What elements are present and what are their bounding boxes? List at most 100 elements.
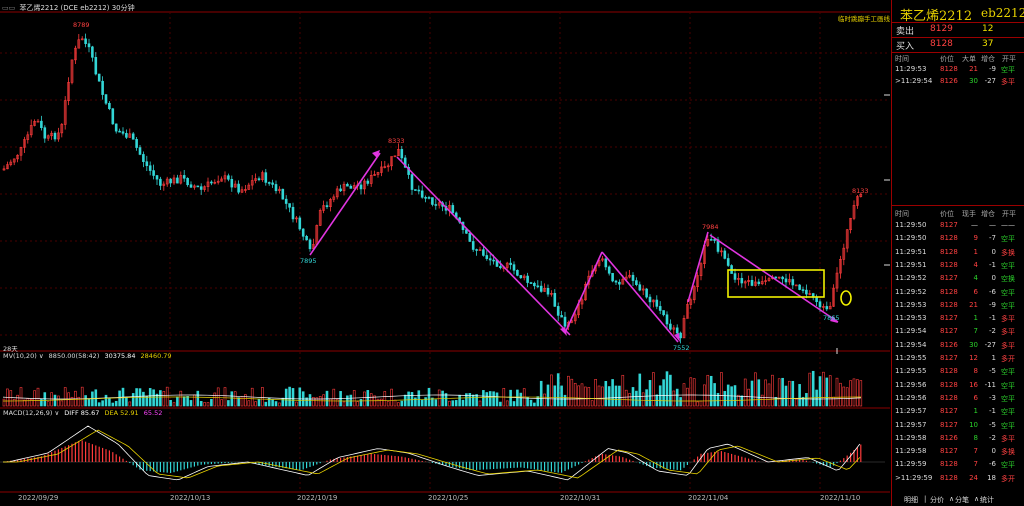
volume-bar xyxy=(329,398,332,407)
volume-bar xyxy=(614,385,618,407)
tab-details[interactable]: 明细 xyxy=(904,496,918,504)
volume-bar xyxy=(383,391,387,407)
volume-bar xyxy=(512,401,516,407)
volume-bar xyxy=(349,394,353,407)
candle-body xyxy=(760,281,764,285)
tick-row[interactable]: >11:29:59 8128 24 18 多开 xyxy=(892,474,1024,485)
candle-body xyxy=(278,188,281,192)
volume-bar xyxy=(767,383,771,407)
window-menu-icon[interactable]: ▭▭ xyxy=(2,4,16,12)
tick-row[interactable]: 11:29:52 8128 6 -6 空平 xyxy=(892,288,1024,299)
candle-body xyxy=(393,155,397,158)
candle-body xyxy=(230,178,234,188)
tick-time: 11:29:54 xyxy=(895,327,927,336)
candle-body xyxy=(199,186,203,190)
bid-row[interactable]: 买入 8128 37 xyxy=(892,39,1024,53)
volume-bar xyxy=(60,400,64,407)
volume-bar xyxy=(312,397,315,407)
candle-body xyxy=(267,182,271,184)
candle-body xyxy=(512,264,516,271)
tick-row[interactable]: 11:29:58 8126 8 -2 多平 xyxy=(892,434,1024,445)
tick-row[interactable]: 11:29:50 8127— — —— xyxy=(892,221,1024,232)
volume-bar xyxy=(747,388,750,407)
tick-row[interactable]: 11:29:56 8128 16 -11 空平 xyxy=(892,381,1024,392)
tick-row[interactable]: 11:29:54 8126 30 -27 多平 xyxy=(892,341,1024,352)
volume-bar xyxy=(288,386,291,407)
tick-row[interactable]: 11:29:57 8127 1 -1 空平 xyxy=(892,407,1024,418)
tick-qty: 1 xyxy=(973,314,978,323)
macd-diff: DIFF 85.67 xyxy=(64,409,100,417)
volume-bar xyxy=(461,399,465,407)
candle-body xyxy=(692,286,696,301)
tick-row[interactable]: 11:29:52 8127 4 0 空换 xyxy=(892,274,1024,285)
kline-chart[interactable] xyxy=(0,0,890,506)
volume-bar xyxy=(590,400,594,407)
x-axis-label: 2022/10/25 xyxy=(428,494,469,502)
volume-bar xyxy=(295,401,298,407)
tick-row[interactable]: 11:29:54 8127 7 -2 多平 xyxy=(892,327,1024,338)
candle-body xyxy=(522,275,526,279)
tab-price-dist[interactable]: 分价 xyxy=(930,496,944,504)
candle-body xyxy=(193,185,196,188)
candle-body xyxy=(288,203,291,208)
tick-type: 空平 xyxy=(1001,461,1015,470)
chart-title-bar: ▭▭ 苯乙烯2212 (DCE eb2212) 30分钟 xyxy=(2,3,135,13)
candle-body xyxy=(658,306,662,311)
candle-body xyxy=(849,218,852,231)
volume-bar xyxy=(458,394,461,407)
tick-row[interactable]: 11:29:51 8128 4 -1 空平 xyxy=(892,261,1024,272)
tick-row[interactable]: 11:29:55 8127 12 1 多开 xyxy=(892,354,1024,365)
volume-bar xyxy=(849,380,852,407)
volume-bar xyxy=(291,388,295,407)
tick-type: 多开 xyxy=(1001,355,1015,363)
tick-type: 多平 xyxy=(1001,328,1015,337)
volume-bar xyxy=(87,398,91,407)
candle-body xyxy=(70,59,74,83)
tick-row[interactable]: 11:29:50 8128 9 -7 空平 xyxy=(892,234,1024,245)
tick-price: 8127 xyxy=(940,274,958,283)
tick-row[interactable]: 11:29:58 8127 7 0 多换 xyxy=(892,447,1024,458)
tick-qty: 7 xyxy=(973,327,978,336)
tick-time: 11:29:50 xyxy=(895,234,927,243)
tick-row[interactable]: 11:29:53 8128 21 -9 空平 xyxy=(892,65,1024,76)
tick-oi: 0 xyxy=(991,274,996,283)
tick-qty: 12 xyxy=(969,354,978,362)
draw-line-tool-label[interactable]: 临时跳蹦手工画线 xyxy=(838,15,890,23)
tick-row[interactable]: 11:29:56 8128 6 -3 空平 xyxy=(892,394,1024,405)
candle-body xyxy=(403,157,407,168)
tick-row[interactable]: 11:29:57 8127 10 -5 空平 xyxy=(892,421,1024,432)
candle-body xyxy=(223,175,227,180)
volume-bar xyxy=(298,387,302,407)
candle-body xyxy=(747,280,750,283)
candle-body xyxy=(57,132,60,140)
volume-bar xyxy=(798,384,801,407)
tick-row[interactable]: 11:29:53 8127 1 -1 多平 xyxy=(892,314,1024,325)
candle-body xyxy=(427,197,431,199)
candle-body xyxy=(546,287,550,295)
candle-body xyxy=(43,127,47,139)
tab-ticks[interactable]: 分笔 xyxy=(955,496,969,504)
ask-row[interactable]: 卖出 8129 12 xyxy=(892,24,1024,38)
tick-price: 8128 xyxy=(940,234,958,243)
tick-type: 空平 xyxy=(1001,394,1015,403)
volume-bar xyxy=(233,391,237,407)
candle-body xyxy=(539,285,543,292)
kline-chart-area[interactable]: ▭▭ 苯乙烯2212 (DCE eb2212) 30分钟 临时跳蹦手工画线 28… xyxy=(0,0,890,506)
volume-bar xyxy=(322,394,325,407)
chart-period[interactable]: 30分钟 xyxy=(111,4,135,12)
tick-type: 空平 xyxy=(1001,368,1015,377)
days-label: 28天 xyxy=(3,345,18,353)
volume-bar xyxy=(162,391,166,407)
tick-row[interactable]: 11:29:55 8128 8 -5 空平 xyxy=(892,367,1024,378)
tick-row[interactable]: 11:29:53 8128 21 -9 空平 xyxy=(892,301,1024,312)
tick-row[interactable]: 11:29:59 8128 7 -6 空平 xyxy=(892,460,1024,471)
tick-qty: 24 xyxy=(969,473,978,482)
candle-body xyxy=(301,228,305,237)
tick-row[interactable]: 11:29:51 8128 1 0 多换 xyxy=(892,248,1024,259)
volume-bar xyxy=(686,387,689,407)
tick-row[interactable]: >11:29:54 8126 30 -27 多平 xyxy=(892,77,1024,88)
candle-body xyxy=(468,233,472,242)
volume-bar xyxy=(526,397,529,407)
tab-stats[interactable]: 统计 xyxy=(980,496,994,504)
volume-bar xyxy=(169,400,172,407)
